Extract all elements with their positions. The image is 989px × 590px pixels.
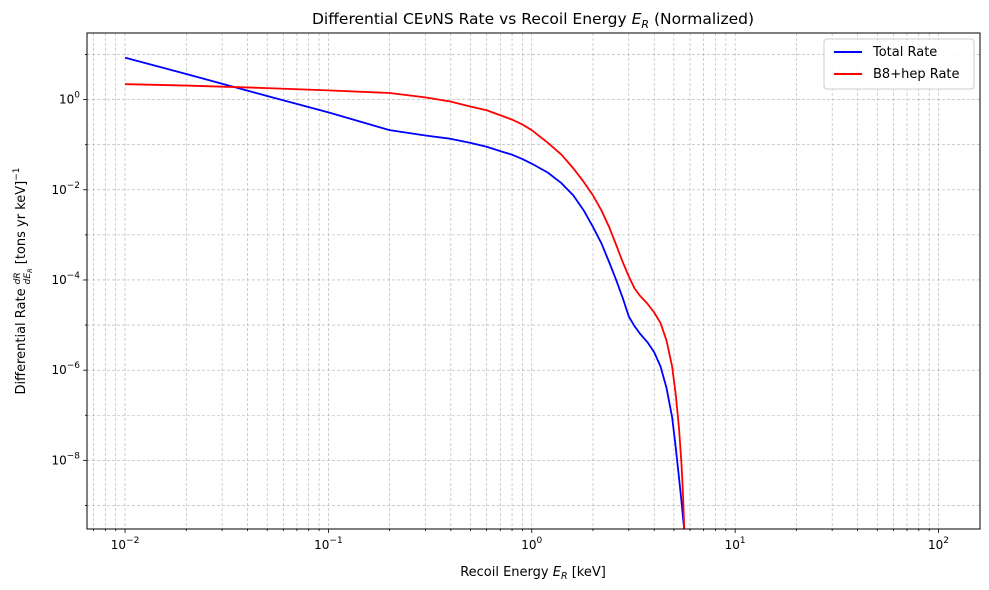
x-tick-label: 10−2	[111, 536, 140, 552]
series-line-total-rate	[124, 56, 686, 530]
x-tick-label: 102	[928, 536, 949, 552]
y-tick-label: 10−6	[51, 361, 80, 377]
legend: Total Rate B8+hep Rate	[823, 38, 975, 90]
legend-label-b8hep: B8+hep Rate	[873, 67, 960, 82]
x-tick-label: 101	[725, 536, 746, 552]
grid	[87, 33, 980, 529]
y-axis-label: Differential Rate dRdER [tons yr keV]−1	[12, 167, 34, 394]
y-tick-label: 10−8	[51, 451, 80, 467]
plot-frame	[86, 32, 981, 530]
y-tick-label: 100	[59, 91, 80, 107]
x-tick-label: 100	[521, 536, 542, 552]
legend-label-total: Total Rate	[872, 45, 937, 60]
y-tick-label: 10−4	[51, 271, 80, 287]
x-tick-label: 10−1	[314, 536, 343, 552]
series-lines	[124, 56, 686, 530]
y-tick-label: 10−2	[51, 181, 80, 197]
series-line-b8-hep-rate	[125, 83, 686, 530]
axis-ticks: 10−2 10−1 100 101 102 100 10−2 10−4 10−6 10−8	[51, 54, 949, 552]
x-axis-label: Recoil Energy ER [keV]	[460, 565, 606, 582]
svg-text:Differential Rate dRdER [tons: Differential Rate dRdER [tons yr keV]−1	[12, 167, 34, 394]
chart-title: Differential CEνNS Rate vs Recoil Energy…	[312, 10, 754, 31]
